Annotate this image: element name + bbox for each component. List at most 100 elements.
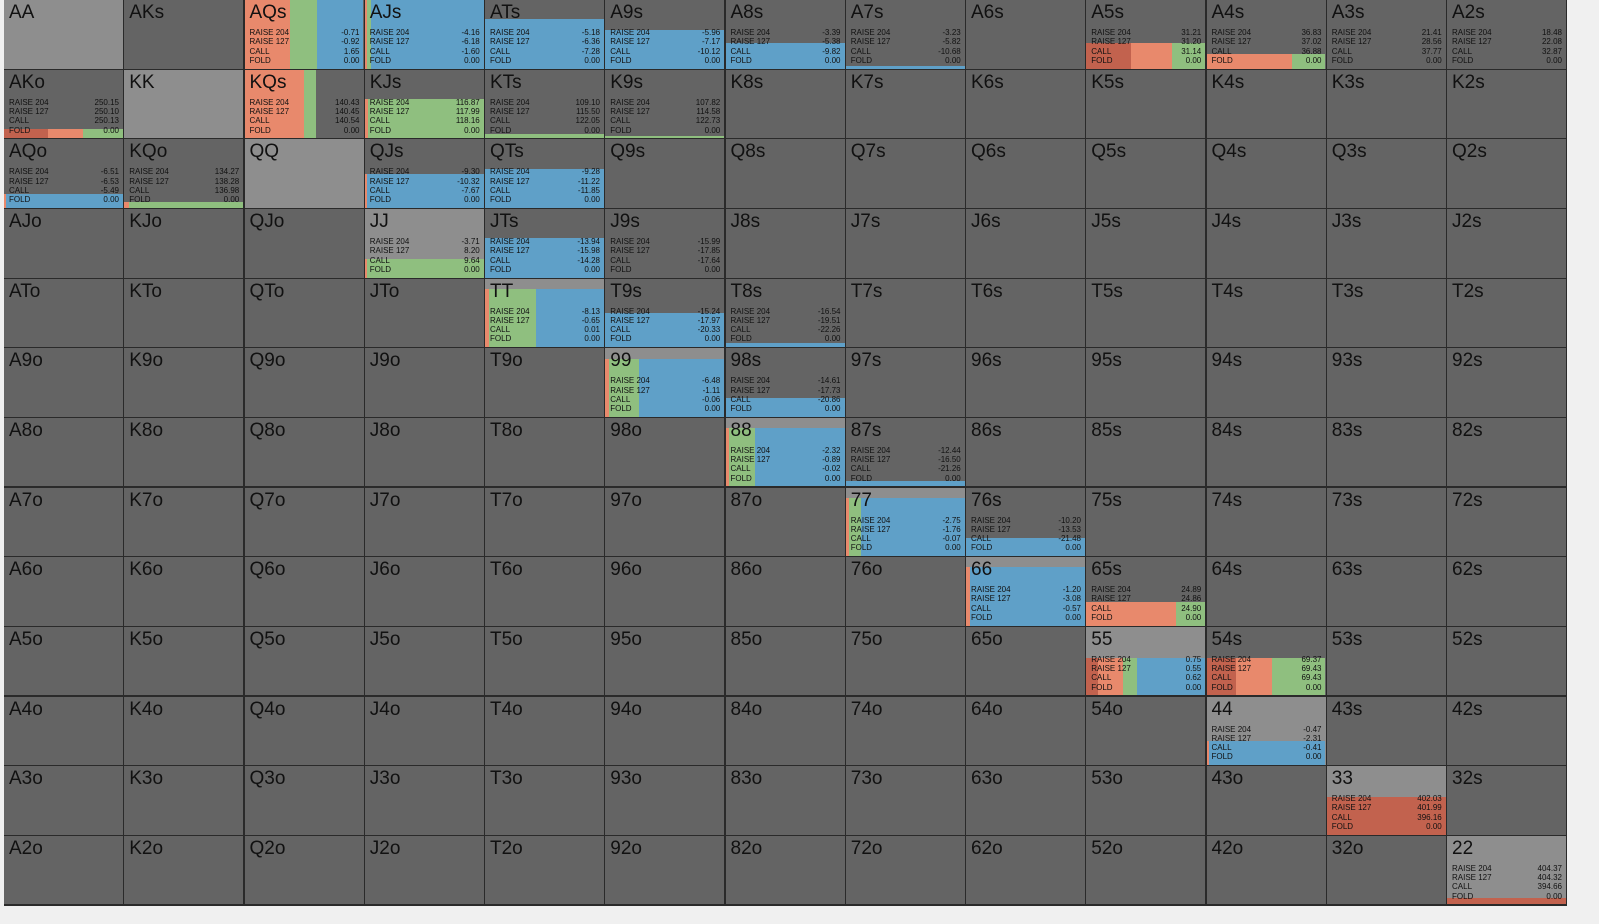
hand-cell: K2s bbox=[1447, 69, 1566, 139]
action-row: RAISE 127 117.99 bbox=[370, 107, 480, 116]
action-name: FOLD bbox=[490, 195, 512, 205]
hand-label: Q7o bbox=[249, 489, 286, 511]
hand-label: AA bbox=[9, 2, 35, 23]
action-ev: 69.43 bbox=[1301, 664, 1322, 674]
action-name: RAISE 127 bbox=[249, 106, 290, 116]
hand-label: A7o bbox=[9, 489, 43, 511]
hand-cell: QTo bbox=[244, 278, 364, 348]
action-row: RAISE 204 21.41 bbox=[1332, 28, 1442, 37]
action-row: RAISE 204 134.27 bbox=[129, 167, 239, 176]
hand-label: A5o bbox=[9, 628, 43, 650]
action-name: CALL bbox=[490, 116, 511, 126]
hand-cell: Q7s bbox=[845, 139, 965, 208]
action-row: CALL -22.26 bbox=[731, 325, 841, 334]
action-name: RAISE 204 bbox=[490, 28, 530, 37]
action-ev: 0.00 bbox=[824, 404, 841, 414]
action-name: FOLD bbox=[490, 264, 512, 274]
action-ev: 115.50 bbox=[576, 106, 600, 116]
action-name: FOLD bbox=[610, 334, 632, 344]
action-row: FOLD 0.00 bbox=[610, 334, 720, 343]
action-row: CALL 394.66 bbox=[1452, 882, 1562, 891]
strategy-bar bbox=[1326, 797, 1446, 835]
hand-cell: 83o bbox=[725, 766, 845, 835]
action-ev: -5.82 bbox=[942, 37, 961, 47]
action-name: RAISE 127 bbox=[369, 37, 410, 47]
hand-cell: 95s bbox=[1086, 348, 1206, 417]
action-name: FOLD bbox=[1452, 55, 1474, 65]
hand-label: A6s bbox=[971, 2, 1004, 23]
action-name: RAISE 204 bbox=[1331, 794, 1372, 804]
hand-cell: 92s bbox=[1447, 348, 1566, 417]
action-name: RAISE 204 bbox=[850, 28, 891, 37]
action-name: CALL bbox=[850, 46, 871, 56]
hand-cell: K8s bbox=[725, 69, 845, 139]
action-ev: 0.00 bbox=[704, 125, 721, 135]
action-name: CALL bbox=[1331, 812, 1352, 822]
action-ev: -10.12 bbox=[697, 46, 721, 56]
action-name: RAISE 127 bbox=[1452, 873, 1492, 883]
action-name: FOLD bbox=[1211, 752, 1233, 762]
action-row: FOLD 0.00 bbox=[370, 126, 480, 135]
action-row: CALL 31.14 bbox=[1091, 47, 1201, 56]
hand-cell: T7o bbox=[485, 487, 604, 557]
strategy-bar bbox=[845, 481, 965, 487]
hand-label: Q9s bbox=[610, 141, 646, 163]
action-ev: 28.56 bbox=[1421, 37, 1442, 47]
strategy-bar bbox=[1206, 53, 1293, 69]
action-ev: 122.05 bbox=[575, 116, 600, 126]
hand-cell: 64o bbox=[966, 696, 1085, 766]
action-ev: -21.26 bbox=[938, 464, 961, 474]
strategy-bar bbox=[1271, 657, 1326, 696]
strategy-bar bbox=[1086, 42, 1132, 69]
hand-label: 96s bbox=[971, 350, 1002, 372]
action-ev: 114.58 bbox=[696, 106, 721, 116]
action-row: FOLD 0.00 bbox=[9, 195, 119, 204]
action-ev: -10.20 bbox=[1058, 515, 1081, 525]
action-name: CALL bbox=[730, 394, 751, 404]
hand-label: 77 bbox=[850, 489, 872, 511]
action-ev: 138.28 bbox=[214, 176, 240, 186]
action-name: FOLD bbox=[610, 264, 632, 274]
action-ev: 140.43 bbox=[335, 97, 360, 107]
hand-label: 72o bbox=[850, 837, 883, 859]
hand-label: A8o bbox=[9, 419, 43, 441]
hand-cell: K6s bbox=[966, 69, 1085, 139]
action-row: RAISE 204 36.83 bbox=[1212, 28, 1322, 37]
hand-label: 64s bbox=[1211, 559, 1243, 581]
hand-cell: 86o bbox=[725, 557, 845, 626]
hand-label: 82s bbox=[1452, 419, 1483, 441]
action-name: FOLD bbox=[1331, 55, 1354, 65]
action-row: RAISE 127 -6.53 bbox=[9, 177, 119, 186]
action-row: CALL 24.90 bbox=[1091, 604, 1201, 613]
action-ev: 0.75 bbox=[1185, 654, 1202, 664]
hand-cell: ATo bbox=[4, 278, 123, 348]
hand-label: 87o bbox=[730, 489, 763, 511]
action-name: RAISE 127 bbox=[610, 246, 650, 256]
action-row: FOLD 0.00 bbox=[610, 265, 720, 274]
action-row: FOLD 0.00 bbox=[610, 126, 720, 135]
strategy-bar bbox=[1208, 741, 1326, 766]
hand-cell: 42s bbox=[1447, 696, 1566, 766]
action-name: CALL bbox=[1452, 46, 1473, 56]
hand-label: 53s bbox=[1331, 628, 1363, 650]
action-ev: -20.86 bbox=[817, 394, 841, 404]
hand-label: ATo bbox=[9, 280, 41, 302]
hand-cell: A2o bbox=[4, 835, 123, 905]
hand-cell: 65s RAISE 204 24.89 RAISE 127 24.86 CALL 24.90… bbox=[1086, 557, 1206, 626]
action-name: RAISE 127 bbox=[490, 246, 530, 256]
action-name: RAISE 204 bbox=[730, 445, 771, 455]
hand-label: 64o bbox=[971, 698, 1003, 720]
action-ev: 136.98 bbox=[214, 185, 240, 195]
action-ev: 0.00 bbox=[584, 334, 600, 344]
action-row: RAISE 204 -15.24 bbox=[610, 307, 720, 316]
hand-label: T5o bbox=[490, 628, 523, 650]
hand-label: T8o bbox=[490, 419, 523, 441]
action-row: RAISE 204 140.43 bbox=[250, 98, 360, 107]
hand-cell: J8s bbox=[725, 208, 845, 278]
hand-label: QQ bbox=[249, 141, 280, 163]
action-name: CALL bbox=[1331, 46, 1352, 56]
hand-label: K9s bbox=[610, 71, 643, 93]
hand-label: K4o bbox=[129, 698, 164, 720]
strategy-bar bbox=[82, 128, 123, 139]
hand-label: Q3s bbox=[1331, 141, 1367, 163]
